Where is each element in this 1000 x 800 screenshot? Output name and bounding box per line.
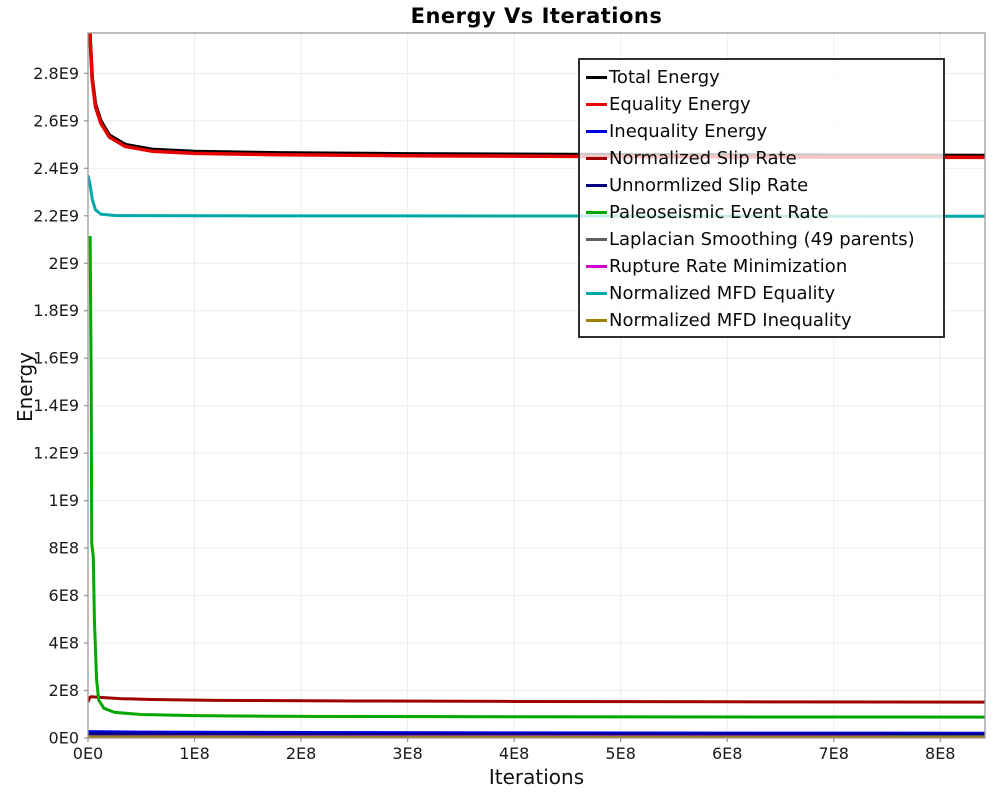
legend-swatch-inequality-energy <box>586 129 607 134</box>
legend-swatch-rupture-rate-minimization <box>586 264 607 269</box>
legend-label: Inequality Energy <box>609 121 768 142</box>
legend-label: Equality Energy <box>609 94 751 115</box>
x-tick-label: 3E8 <box>392 744 422 763</box>
legend-item-normalized-mfd-inequality: Normalized MFD Inequality <box>586 307 943 334</box>
y-tick-label: 1E9 <box>49 491 79 510</box>
series-line-inequality-energy <box>88 730 985 735</box>
chart-title: Energy Vs Iterations <box>410 4 663 28</box>
x-axis-label: Iterations <box>488 765 585 789</box>
y-tick-label: 1.2E9 <box>33 444 79 463</box>
tick-marks <box>84 72 941 742</box>
legend-label: Normalized Slip Rate <box>609 148 797 169</box>
legend-item-normalized-slip-rate: Normalized Slip Rate <box>586 145 943 172</box>
y-tick-label: 6E8 <box>49 586 79 605</box>
legend-label: Normalized MFD Inequality <box>609 310 852 331</box>
x-tick-label: 6E8 <box>712 744 742 763</box>
x-tick-label: 2E8 <box>286 744 316 763</box>
plot-border <box>87 32 986 739</box>
legend-swatch-normalized-mfd-equality <box>586 291 607 296</box>
x-tick-label: 8E8 <box>925 744 955 763</box>
y-tick-label: 1.6E9 <box>33 349 79 368</box>
legend-label: Total Energy <box>609 67 720 88</box>
series-line-equality-energy <box>88 33 985 160</box>
legend-label: Laplacian Smoothing (49 parents) <box>609 229 915 250</box>
x-tick-labels: 0E0 1E8 2E8 3E8 4E8 5E8 6E8 7E8 8E8 <box>73 744 956 763</box>
y-tick-label: 4E8 <box>49 634 79 653</box>
legend-item-equality-energy: Equality Energy <box>586 91 943 118</box>
y-tick-label: 2E8 <box>49 681 79 700</box>
y-tick-label: 8E8 <box>49 539 79 558</box>
legend-swatch-normalized-slip-rate <box>586 156 607 161</box>
series-line-unnormlized-slip-rate <box>88 732 985 736</box>
legend-item-paleoseismic-event-rate: Paleoseismic Event Rate <box>586 199 943 226</box>
x-tick-label: 4E8 <box>499 744 529 763</box>
y-tick-label: 2.4E9 <box>33 159 79 178</box>
legend: Total Energy Equality Energy Inequality En… <box>578 58 945 338</box>
legend-swatch-paleoseismic-event-rate <box>586 210 607 215</box>
series-lines <box>88 33 985 738</box>
y-tick-label: 1.4E9 <box>33 396 79 415</box>
legend-swatch-unnormlized-slip-rate <box>586 183 607 188</box>
series-line-paleoseismic-event-rate <box>88 235 985 719</box>
legend-item-inequality-energy: Inequality Energy <box>586 118 943 145</box>
legend-label: Rupture Rate Minimization <box>609 256 848 277</box>
y-tick-label: 2E9 <box>49 254 79 273</box>
legend-item-unnormlized-slip-rate: Unnormlized Slip Rate <box>586 172 943 199</box>
y-tick-label: 0E0 <box>49 729 79 748</box>
legend-item-normalized-mfd-equality: Normalized MFD Equality <box>586 280 943 307</box>
legend-label: Normalized MFD Equality <box>609 283 836 304</box>
y-tick-label: 2.6E9 <box>33 111 79 130</box>
y-tick-label: 2.8E9 <box>33 64 79 83</box>
legend-swatch-laplacian-smoothing-49-parents <box>586 237 607 242</box>
x-tick-label: 0E0 <box>73 744 103 763</box>
legend-item-laplacian-smoothing-49-parents: Laplacian Smoothing (49 parents) <box>586 226 943 253</box>
y-tick-label: 2.2E9 <box>33 206 79 225</box>
series-line-normalized-mfd-equality <box>88 175 985 218</box>
legend-item-rupture-rate-minimization: Rupture Rate Minimization <box>586 253 943 280</box>
legend-item-total-energy: Total Energy <box>586 64 943 91</box>
legend-label: Unnormlized Slip Rate <box>609 175 809 196</box>
x-tick-label: 7E8 <box>818 744 848 763</box>
y-tick-labels: 0E0 2E8 4E8 6E8 8E8 1E9 1.2E9 1.4E9 1.6E9 1.8E9 2E… <box>33 64 79 748</box>
y-axis-label: Energy <box>13 351 37 423</box>
x-tick-label: 5E8 <box>605 744 635 763</box>
legend-swatch-total-energy <box>586 75 607 80</box>
series-line-normalized-slip-rate <box>88 695 985 704</box>
legend-swatch-normalized-mfd-inequality <box>586 318 607 323</box>
y-tick-label: 1.8E9 <box>33 301 79 320</box>
legend-label: Paleoseismic Event Rate <box>609 202 829 223</box>
legend-swatch-equality-energy <box>586 102 607 107</box>
x-tick-label: 1E8 <box>179 744 209 763</box>
